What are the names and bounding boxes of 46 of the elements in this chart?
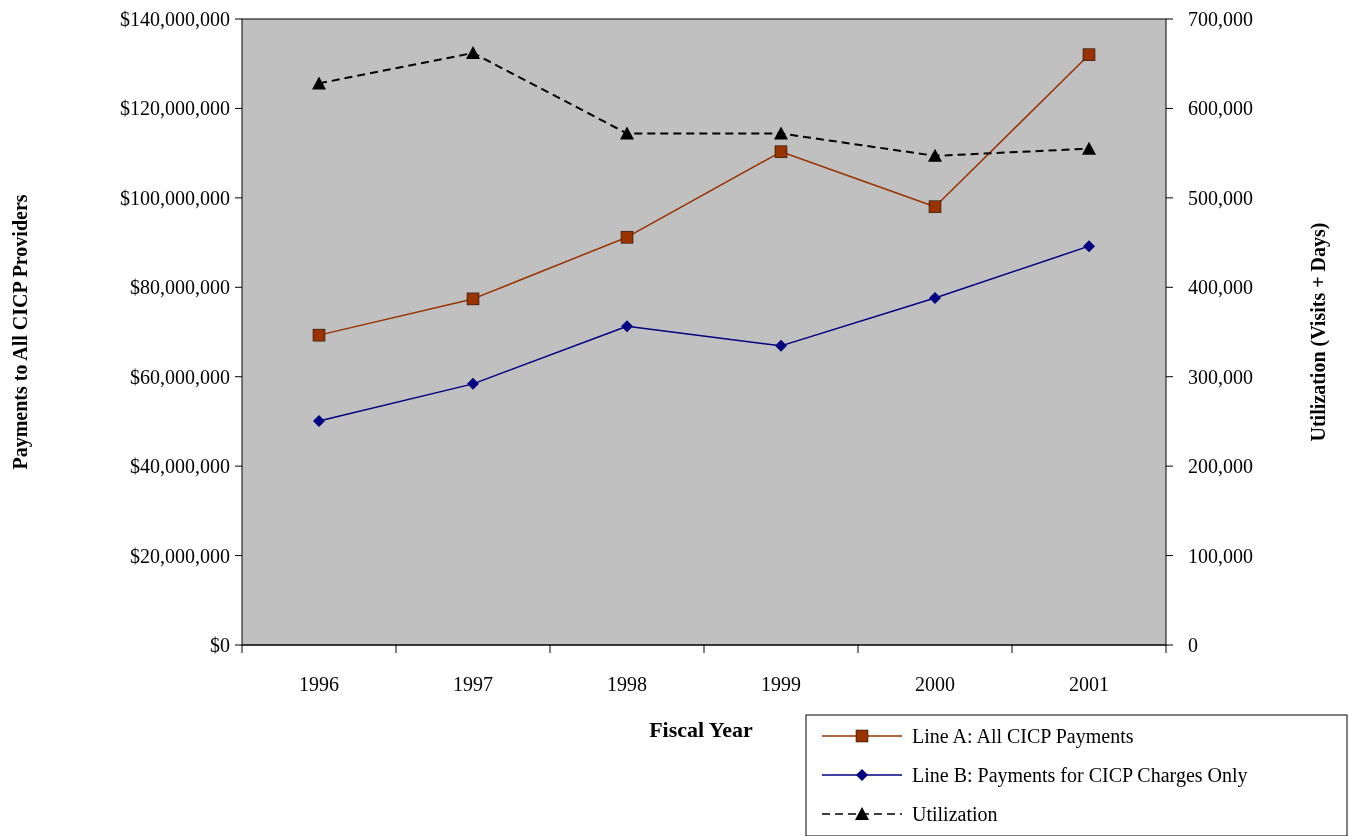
x-tick-label: 1996 xyxy=(299,673,339,695)
y-tick-label: $60,000,000 xyxy=(130,365,230,388)
x-tick-label: 1997 xyxy=(453,673,493,695)
y2-tick-label: 400,000 xyxy=(1188,276,1253,299)
point xyxy=(620,126,634,140)
y-tick-label: $100,000,000 xyxy=(120,186,230,209)
x-tick-label: 1999 xyxy=(761,673,801,695)
x-tick-label: 1998 xyxy=(607,673,647,695)
point xyxy=(466,45,480,59)
y2-tick-label: 300,000 xyxy=(1188,365,1253,388)
legend-label: Line B: Payments for CICP Charges Only xyxy=(912,764,1248,787)
point xyxy=(775,339,787,352)
point xyxy=(620,230,634,244)
point xyxy=(1082,48,1096,62)
y-axis-title: Payments to All CICP Providers xyxy=(9,194,32,470)
y2-tick-label: 0 xyxy=(1188,634,1198,656)
y-tick-label: $140,000,000 xyxy=(120,8,230,30)
point xyxy=(928,148,942,162)
y-tick-label: $20,000,000 xyxy=(130,544,230,567)
point xyxy=(313,414,325,427)
point xyxy=(466,292,480,306)
y2-tick-label: 500,000 xyxy=(1188,186,1253,209)
point xyxy=(621,320,633,333)
point xyxy=(774,145,788,159)
y2-tick-label: 600,000 xyxy=(1188,97,1253,120)
point xyxy=(1082,141,1096,155)
y2-axis-title: Utilization (Visits + Days) xyxy=(1307,222,1330,442)
point xyxy=(312,328,326,342)
point xyxy=(774,126,788,140)
y-tick-label: $120,000,000 xyxy=(120,97,230,120)
x-tick-label: 2001 xyxy=(1069,673,1109,695)
point xyxy=(1083,240,1095,253)
y-tick-label: $80,000,000 xyxy=(130,276,230,299)
y2-tick-label: 100,000 xyxy=(1188,544,1253,567)
legend-label: Line A: All CICP Payments xyxy=(912,725,1134,748)
point xyxy=(467,377,479,390)
x-tick-label: 2000 xyxy=(915,673,955,695)
point xyxy=(929,292,941,305)
point xyxy=(928,200,942,214)
legend-label: Utilization xyxy=(912,803,998,825)
y2-tick-label: 700,000 xyxy=(1188,8,1253,30)
x-axis-title: Fiscal Year xyxy=(649,717,754,742)
y-tick-label: $0 xyxy=(210,634,230,656)
y-tick-label: $40,000,000 xyxy=(130,455,230,478)
y2-tick-label: 200,000 xyxy=(1188,455,1253,478)
point xyxy=(312,76,326,90)
